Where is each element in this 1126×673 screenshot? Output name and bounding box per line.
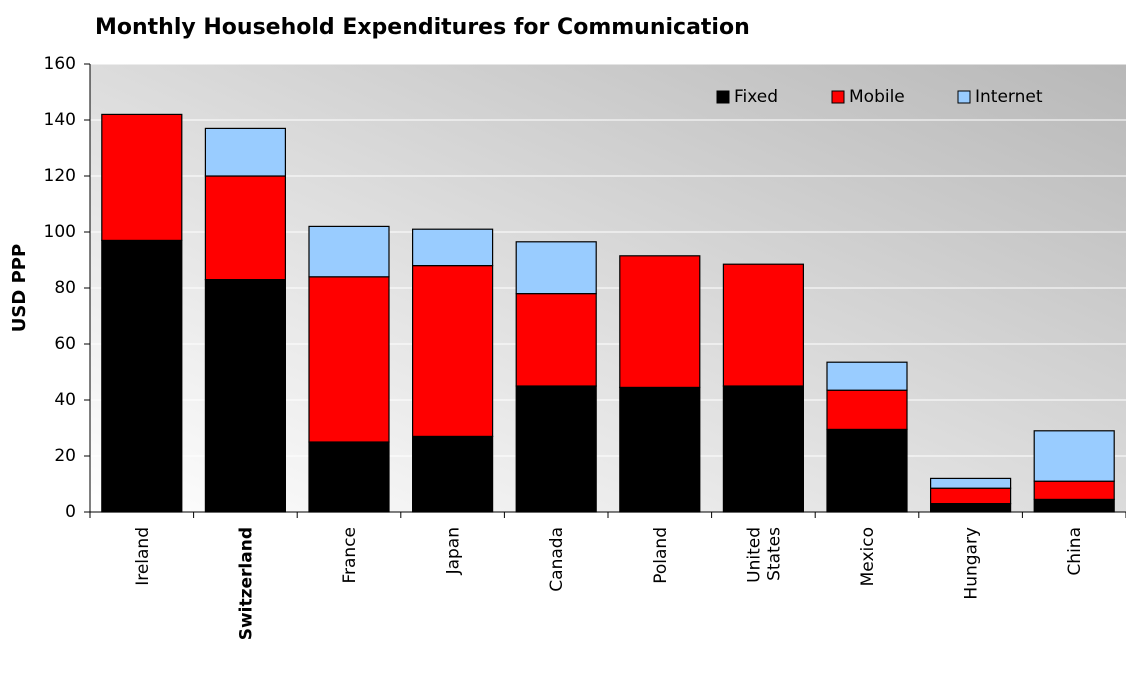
bar-segment [1033, 430, 1115, 482]
x-tick-label: China [1065, 527, 1085, 576]
y-axis-label: USD PPP [9, 244, 30, 332]
x-tick-label: Hungary [962, 527, 982, 600]
bar-segment [619, 386, 701, 513]
bar-segment [101, 239, 183, 513]
bar-segment [515, 293, 597, 387]
x-tick-label: Ireland [133, 527, 153, 586]
legend-swatch [957, 90, 971, 104]
x-tick-label: Mexico [858, 527, 878, 586]
y-tick-label: 40 [54, 390, 76, 410]
x-tick-label: Canada [547, 527, 567, 592]
legend-swatch [716, 90, 730, 104]
bar-segment [412, 265, 494, 438]
bar-segment [308, 225, 390, 278]
bar-segment [826, 428, 908, 513]
legend-label: Internet [975, 87, 1043, 107]
bar-segment [515, 385, 597, 513]
bar-segment [1033, 480, 1115, 501]
bar-segment [412, 435, 494, 513]
x-tick-label: United States [744, 527, 784, 586]
y-tick-label: 0 [65, 502, 76, 522]
bar-segment [204, 279, 286, 513]
bar-segment [722, 263, 805, 387]
bar-segment [308, 276, 390, 443]
y-tick-label: 60 [54, 334, 76, 354]
bar-segment [412, 228, 494, 267]
x-tick-label: Poland [651, 527, 671, 584]
x-tick-label: France [340, 527, 360, 584]
y-tick-label: 20 [54, 446, 76, 466]
bar-segment [929, 503, 1012, 513]
legend-label: Fixed [734, 87, 778, 107]
y-tick-label: 80 [54, 278, 76, 298]
bar-segment [515, 241, 597, 295]
x-tick-label: Switzerland [236, 527, 256, 640]
bar-segment [929, 487, 1012, 505]
chart-title: Monthly Household Expenditures for Commu… [95, 15, 750, 40]
bar-segment [722, 385, 805, 513]
bar-segment [101, 113, 183, 242]
y-tick-label: 160 [44, 54, 76, 74]
bar-segment [826, 389, 908, 431]
bar-segment [204, 127, 286, 177]
bar-segment [204, 175, 286, 281]
x-tick-label: Japan [444, 527, 464, 575]
bar-segment [308, 441, 390, 513]
legend-swatch [831, 90, 845, 104]
y-tick-label: 120 [44, 166, 76, 186]
bar-segment [1033, 498, 1115, 513]
y-tick-label: 100 [44, 222, 76, 242]
bar-segment [929, 477, 1012, 489]
bar-segment [619, 255, 701, 389]
bar-segment [826, 361, 908, 391]
y-tick-label: 140 [44, 110, 76, 130]
legend-label: Mobile [849, 87, 905, 107]
